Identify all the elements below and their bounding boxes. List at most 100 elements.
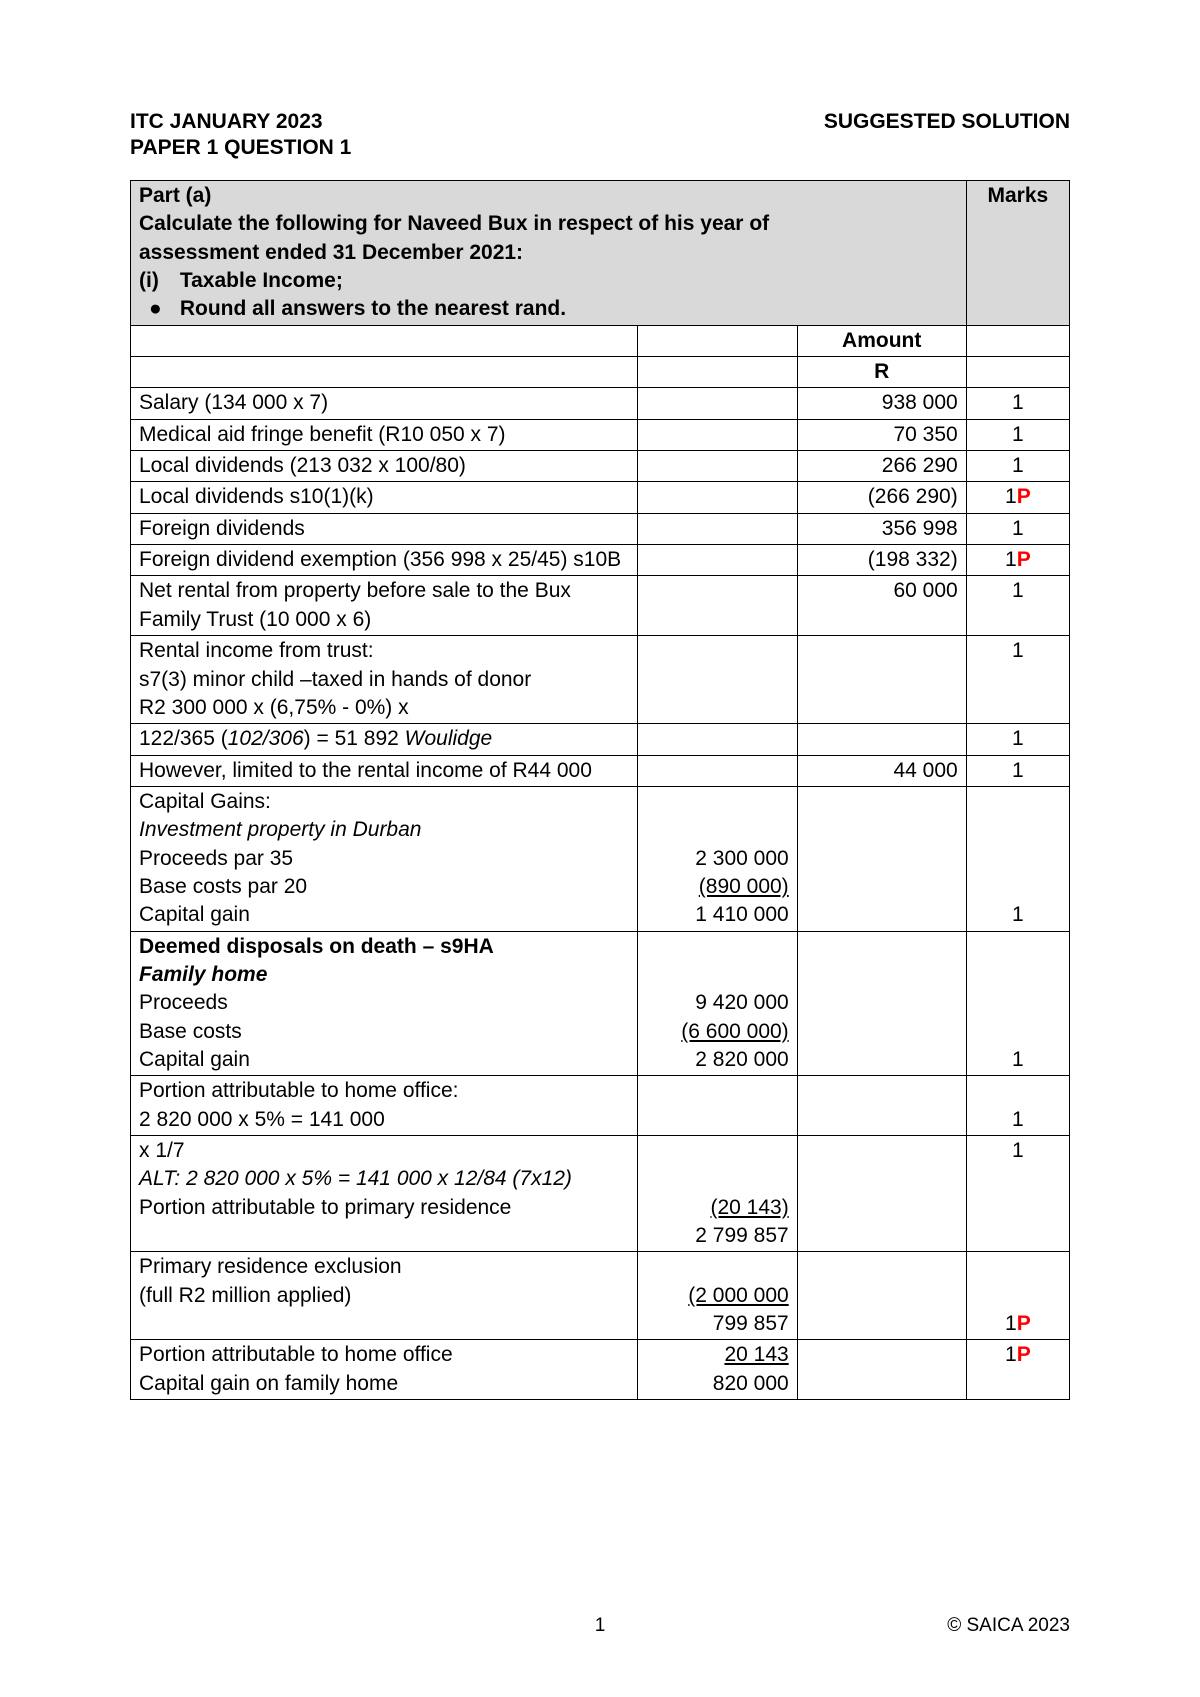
empty-cell — [638, 325, 798, 356]
amount-cell — [797, 724, 966, 755]
calc-cell — [638, 545, 798, 576]
marks-cell: 1P — [966, 1252, 1069, 1340]
amount-cell: (198 332) — [797, 545, 966, 576]
amount-cell: 60 000 — [797, 576, 966, 636]
calc-cell: 2 300 000(890 000)1 410 000 — [638, 786, 798, 931]
table-row: x 1/7ALT: 2 820 000 x 5% = 141 000 x 12/… — [131, 1136, 1070, 1252]
marks-cell: 1 — [966, 513, 1069, 544]
part-label: Part (a) — [139, 182, 229, 210]
table-row: Foreign dividends356 9981 — [131, 513, 1070, 544]
calc-cell — [638, 482, 798, 513]
desc-cell: Portion attributable to home office:2 82… — [131, 1076, 638, 1136]
marks-cell: 1P — [966, 1340, 1069, 1400]
marks-cell: 1 — [966, 388, 1069, 419]
calc-cell — [638, 513, 798, 544]
table-row: However, limited to the rental income of… — [131, 755, 1070, 786]
sub-i-text: Taxable Income; — [180, 269, 343, 292]
desc-cell: Primary residence exclusion(full R2 mill… — [131, 1252, 638, 1340]
amount-cell — [797, 931, 966, 1076]
amount-cell — [797, 1136, 966, 1252]
table-row: Medical aid fringe benefit (R10 050 x 7)… — [131, 419, 1070, 450]
marks-cell: 1 — [966, 419, 1069, 450]
calc-cell — [638, 576, 798, 636]
currency-header: R — [797, 357, 966, 388]
calc-cell: 9 420 000(6 600 000)2 820 000 — [638, 931, 798, 1076]
marks-cell: 1 — [966, 576, 1069, 636]
amount-cell — [797, 636, 966, 724]
marks-cell: 1 — [966, 724, 1069, 755]
calc-cell: (20 143)2 799 857 — [638, 1136, 798, 1252]
desc-cell: Deemed disposals on death – s9HAFamily h… — [131, 931, 638, 1076]
table-row: 122/365 (102/306) = 51 892 Woulidge 1 — [131, 724, 1070, 755]
desc-cell: Net rental from property before sale to … — [131, 576, 638, 636]
solution-table: Part (a) Calculate the following for Nav… — [130, 180, 1070, 1400]
marks-cell: 1 — [966, 451, 1069, 482]
marks-cell: 1 — [966, 1136, 1069, 1252]
header-right: SUGGESTED SOLUTION — [824, 110, 1070, 134]
desc-cell: 122/365 (102/306) = 51 892 Woulidge — [131, 724, 638, 755]
table-row: Portion attributable to home officeCapit… — [131, 1340, 1070, 1400]
bullet-text: Round all answers to the nearest rand. — [180, 297, 566, 320]
calc-cell — [638, 419, 798, 450]
desc-cell: Local dividends s10(1)(k) — [131, 482, 638, 513]
empty-cell — [131, 325, 638, 356]
table-row: Primary residence exclusion(full R2 mill… — [131, 1252, 1070, 1340]
table-row: Foreign dividend exemption (356 998 x 25… — [131, 545, 1070, 576]
amount-cell — [797, 786, 966, 931]
amount-cell: 266 290 — [797, 451, 966, 482]
desc-cell: Salary (134 000 x 7) — [131, 388, 638, 419]
amount-cell: 70 350 — [797, 419, 966, 450]
desc-cell: x 1/7ALT: 2 820 000 x 5% = 141 000 x 12/… — [131, 1136, 638, 1252]
calc-cell — [638, 724, 798, 755]
marks-header: Marks — [966, 181, 1069, 326]
bullet-icon: ● — [139, 295, 174, 323]
amount-cell: (266 290) — [797, 482, 966, 513]
amount-header: Amount — [797, 325, 966, 356]
empty-cell — [131, 357, 638, 388]
calc-cell — [638, 636, 798, 724]
amount-cell — [797, 1252, 966, 1340]
header-left: ITC JANUARY 2023 — [130, 110, 323, 134]
desc-cell: Capital Gains:Investment property in Dur… — [131, 786, 638, 931]
amount-cell: 938 000 — [797, 388, 966, 419]
sub-i-label: (i) — [139, 267, 174, 295]
calc-cell — [638, 451, 798, 482]
table-row: Capital Gains:Investment property in Dur… — [131, 786, 1070, 931]
question-text-line1: Calculate the following for Naveed Bux i… — [139, 212, 769, 263]
marks-cell: 1 — [966, 931, 1069, 1076]
table-row: Local dividends s10(1)(k) (266 290)1P — [131, 482, 1070, 513]
page-number: 1 — [130, 1615, 1070, 1637]
table-row: Salary (134 000 x 7) 938 0001 — [131, 388, 1070, 419]
table-row: Rental income from trust:s7(3) minor chi… — [131, 636, 1070, 724]
desc-cell: Rental income from trust:s7(3) minor chi… — [131, 636, 638, 724]
table-row: Net rental from property before sale to … — [131, 576, 1070, 636]
calc-cell — [638, 388, 798, 419]
desc-cell: Portion attributable to home officeCapit… — [131, 1340, 638, 1400]
desc-cell: Local dividends (213 032 x 100/80) — [131, 451, 638, 482]
marks-cell: 1 — [966, 636, 1069, 724]
marks-cell: 1 — [966, 786, 1069, 931]
calc-cell — [638, 1076, 798, 1136]
amount-cell: 44 000 — [797, 755, 966, 786]
question-header-row: Part (a) Calculate the following for Nav… — [131, 181, 1070, 326]
empty-cell — [638, 357, 798, 388]
amount-cell — [797, 1076, 966, 1136]
desc-cell: Medical aid fringe benefit (R10 050 x 7) — [131, 419, 638, 450]
empty-cell — [966, 357, 1069, 388]
calc-cell — [638, 755, 798, 786]
empty-cell — [966, 325, 1069, 356]
marks-cell: 1 — [966, 755, 1069, 786]
table-row: Portion attributable to home office:2 82… — [131, 1076, 1070, 1136]
marks-cell: 1P — [966, 482, 1069, 513]
amount-cell — [797, 1340, 966, 1400]
calc-cell: (2 000 000799 857 — [638, 1252, 798, 1340]
table-row: Deemed disposals on death – s9HAFamily h… — [131, 931, 1070, 1076]
table-row: Local dividends (213 032 x 100/80) 266 29… — [131, 451, 1070, 482]
desc-cell: Foreign dividends — [131, 513, 638, 544]
marks-cell: 1P — [966, 545, 1069, 576]
marks-cell: 1 — [966, 1076, 1069, 1136]
desc-cell: Foreign dividend exemption (356 998 x 25… — [131, 545, 638, 576]
copyright: © SAICA 2023 — [947, 1615, 1070, 1637]
page-footer: 1 © SAICA 2023 — [130, 1615, 1070, 1637]
desc-cell: However, limited to the rental income of… — [131, 755, 638, 786]
